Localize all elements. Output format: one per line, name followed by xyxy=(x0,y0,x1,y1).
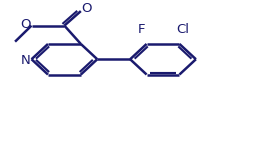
Text: F: F xyxy=(137,23,145,36)
Text: Cl: Cl xyxy=(176,23,190,36)
Text: O: O xyxy=(20,18,30,31)
Text: O: O xyxy=(81,2,92,14)
Text: N: N xyxy=(21,54,31,67)
